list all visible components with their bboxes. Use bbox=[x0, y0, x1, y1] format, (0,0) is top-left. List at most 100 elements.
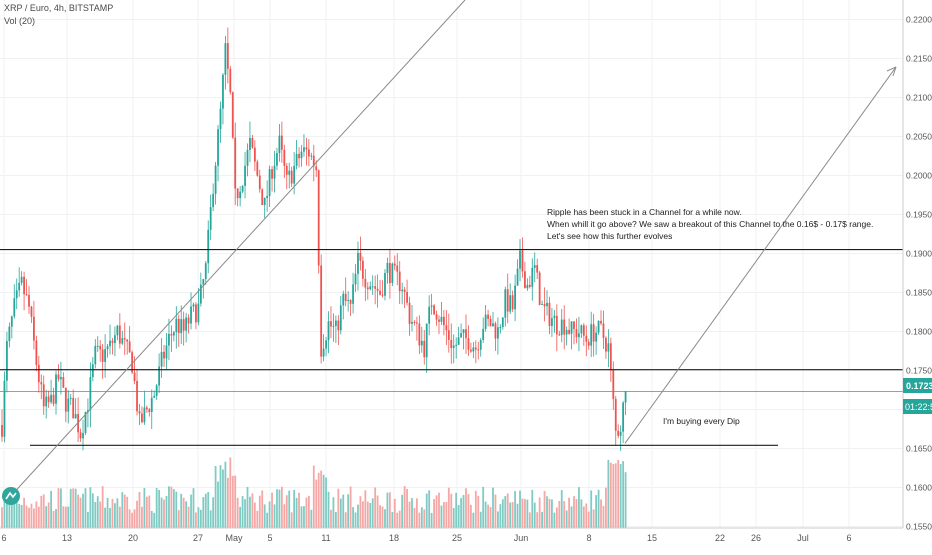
volume-bar bbox=[602, 505, 605, 528]
candle-body bbox=[536, 265, 539, 273]
candle-body bbox=[497, 327, 499, 339]
volume-bar bbox=[280, 486, 283, 528]
candle-body bbox=[109, 340, 111, 347]
note-line-1: Ripple has been stuck in a Channel for a… bbox=[547, 207, 742, 217]
candle-body bbox=[366, 287, 369, 290]
candle-body bbox=[624, 391, 627, 403]
candle-body bbox=[565, 329, 568, 335]
volume-bar bbox=[141, 506, 143, 528]
y-tick-label: 0.15500 bbox=[906, 521, 932, 531]
candle-body bbox=[320, 265, 323, 357]
x-tick-label: 26 bbox=[751, 533, 761, 543]
volume-bar bbox=[617, 459, 620, 528]
candle-body bbox=[128, 341, 131, 353]
candle-body bbox=[524, 271, 526, 289]
volume-bar bbox=[55, 509, 57, 528]
candle-body bbox=[420, 340, 423, 346]
volume-bar bbox=[209, 510, 212, 528]
candle-body bbox=[74, 414, 77, 419]
volume-bar bbox=[403, 486, 406, 528]
candle-body bbox=[182, 319, 185, 331]
candle-body bbox=[150, 397, 153, 412]
candle-body bbox=[268, 169, 271, 196]
candle-body bbox=[42, 384, 45, 407]
candle-body bbox=[23, 276, 25, 295]
price-tags: 0.17232 01:22:56 bbox=[903, 378, 932, 414]
volume-bar bbox=[15, 497, 18, 528]
candle-body bbox=[371, 286, 374, 288]
volume-bar bbox=[582, 506, 585, 528]
candle-body bbox=[190, 306, 192, 324]
candle-body bbox=[276, 153, 278, 166]
candle-body bbox=[492, 323, 494, 327]
candles bbox=[1, 27, 627, 451]
candle-body bbox=[391, 263, 394, 284]
candle-body bbox=[445, 325, 448, 331]
volume-bar bbox=[153, 512, 156, 528]
candle-body bbox=[180, 319, 183, 334]
volume-bar bbox=[428, 490, 431, 528]
volume-bar bbox=[558, 500, 561, 528]
volume-bar bbox=[560, 490, 563, 528]
logo-badge bbox=[2, 487, 20, 505]
volume-bar bbox=[143, 488, 146, 528]
candle-body bbox=[435, 314, 438, 320]
volume-bar bbox=[374, 487, 377, 528]
candle-body bbox=[3, 380, 6, 437]
candle-body bbox=[96, 345, 99, 347]
candle-body bbox=[401, 289, 404, 292]
volume-bar bbox=[555, 507, 558, 528]
candle-body bbox=[57, 374, 60, 380]
volume-bar bbox=[8, 493, 11, 528]
candle-body bbox=[364, 278, 367, 288]
candle-body bbox=[67, 398, 70, 412]
volume-bar bbox=[241, 496, 244, 528]
candle-body bbox=[123, 338, 126, 340]
trendlines bbox=[7, 0, 897, 500]
candle-body bbox=[575, 329, 578, 338]
volume-bar bbox=[28, 507, 30, 528]
volume-bar bbox=[64, 506, 67, 528]
volume-bar bbox=[131, 512, 134, 528]
volume-bar bbox=[1, 507, 3, 528]
volume-bar bbox=[447, 487, 450, 528]
candle-body bbox=[219, 108, 222, 130]
volume-bar bbox=[526, 499, 529, 528]
candle-body bbox=[52, 394, 55, 404]
volume-bar bbox=[339, 498, 342, 528]
candle-body bbox=[369, 286, 372, 290]
candle-body bbox=[35, 340, 38, 365]
candle-body bbox=[330, 321, 332, 327]
volume-bar bbox=[214, 466, 217, 528]
volume-bar bbox=[499, 504, 502, 528]
candle-body bbox=[344, 293, 347, 301]
volume-bar bbox=[273, 504, 276, 528]
candle-body bbox=[136, 380, 138, 412]
x-tick-label: 11 bbox=[321, 533, 330, 543]
candle-body bbox=[153, 395, 156, 398]
volume-bar bbox=[163, 499, 165, 528]
volume-bar bbox=[565, 510, 568, 528]
volume-bar bbox=[366, 501, 369, 528]
volume-bar bbox=[580, 499, 583, 528]
candle-body bbox=[266, 195, 269, 199]
candle-body bbox=[379, 290, 381, 295]
x-tick-label: 20 bbox=[128, 533, 138, 543]
volume-bar bbox=[145, 496, 148, 528]
candle-body bbox=[170, 333, 173, 336]
candle-body bbox=[148, 409, 151, 412]
candle-body bbox=[332, 325, 335, 327]
volume-bar bbox=[445, 501, 448, 528]
candle-body bbox=[199, 284, 202, 304]
candle-body bbox=[89, 377, 92, 411]
candle-body bbox=[570, 321, 573, 334]
volume-bar bbox=[229, 457, 232, 528]
volume-bar bbox=[87, 511, 89, 528]
candle-body bbox=[347, 299, 350, 301]
candle-body bbox=[462, 329, 465, 334]
candle-body bbox=[62, 377, 65, 388]
candle-body bbox=[457, 337, 460, 345]
volume-bar bbox=[219, 465, 222, 528]
